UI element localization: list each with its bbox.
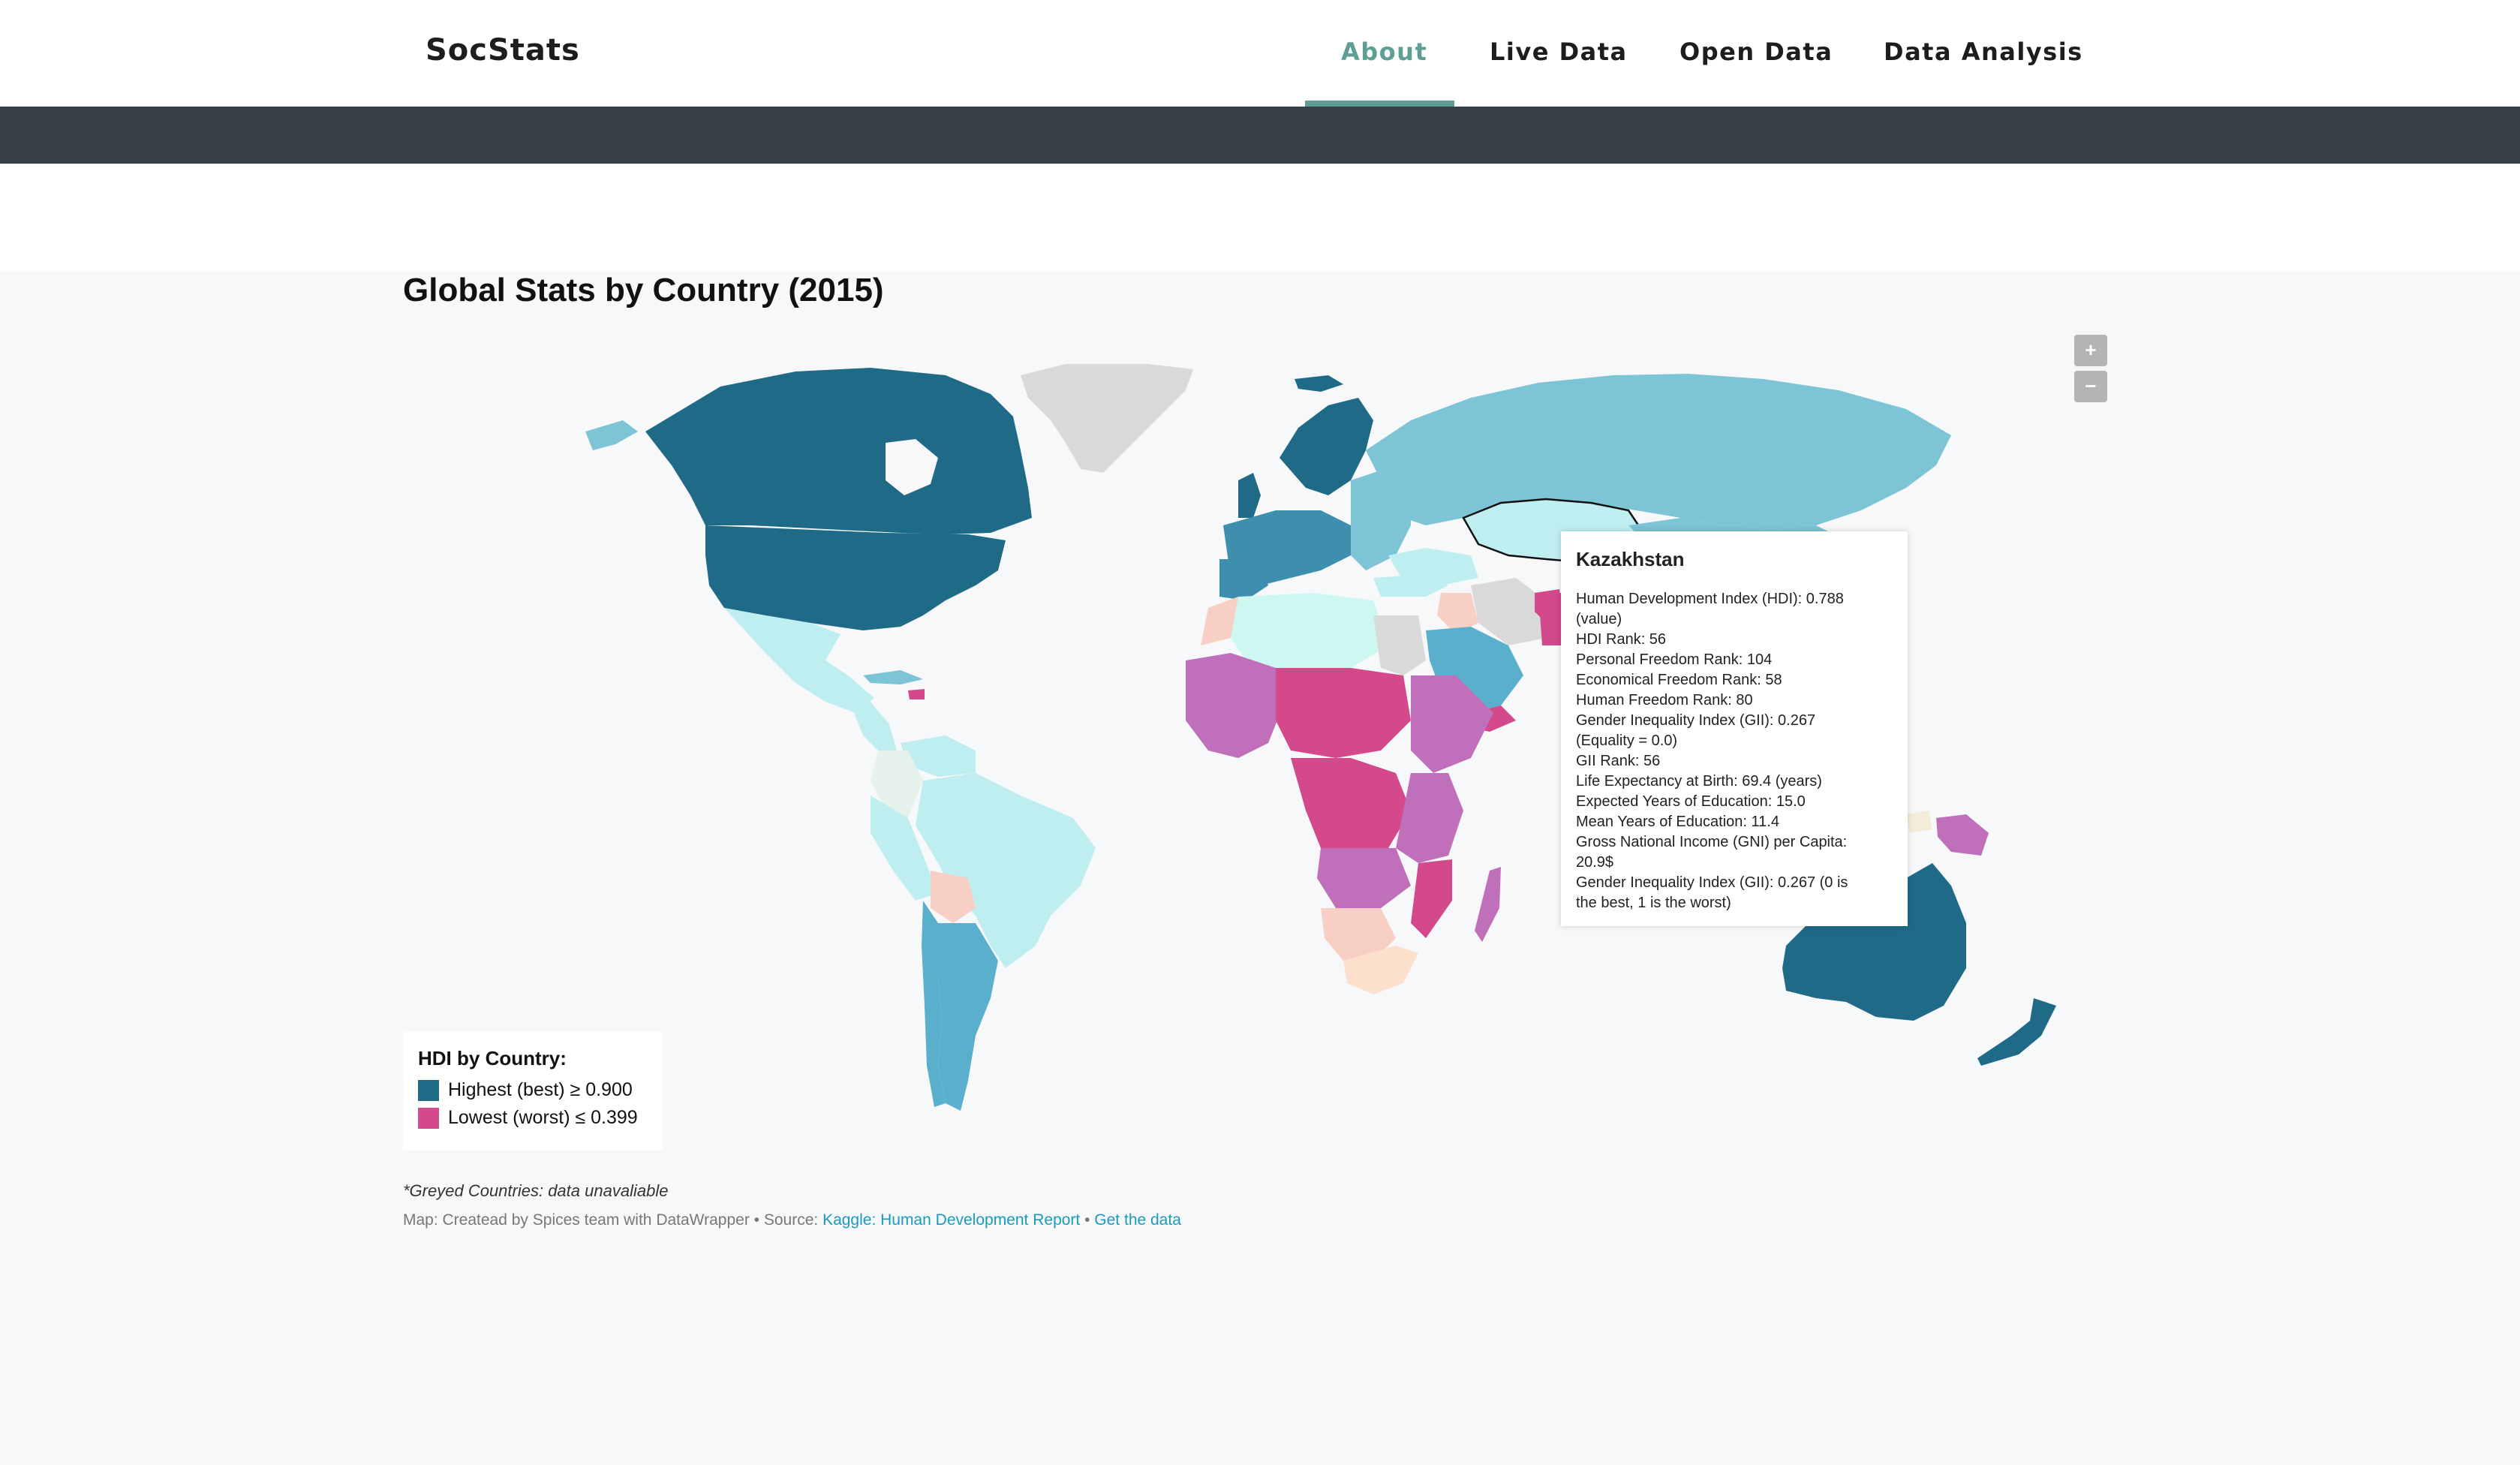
hudson-bay: [886, 439, 938, 495]
tooltip-line-hdi-rank: HDI Rank: 56: [1576, 631, 1667, 648]
get-data-link[interactable]: Get the data: [1094, 1211, 1181, 1229]
country-india-region[interactable]: [1538, 593, 1561, 645]
tooltip-details: Human Development Index (HDI): 0.788 (va…: [1576, 589, 1893, 913]
tooltip-line-expected-education: Expected Years of Education: 15.0: [1576, 793, 1806, 810]
tooltip-line-gii-scale: Gender Inequality Index (GII): 0.267 (0 …: [1576, 874, 1848, 891]
legend-label-lowest: Lowest (worst) ≤ 0.399: [448, 1107, 638, 1128]
map-legend: HDI by Country: Highest (best) ≥ 0.900 L…: [403, 1032, 663, 1151]
tooltip-line-mean-education: Mean Years of Education: 11.4: [1576, 814, 1779, 830]
country-australia[interactable]: [1782, 863, 1966, 1021]
country-new-zealand[interactable]: [1977, 998, 2056, 1066]
country-iran[interactable]: [1471, 578, 1546, 645]
country-cuba[interactable]: [863, 670, 923, 684]
greyed-countries-note: *Greyed Countries: data unavaliable: [403, 1181, 669, 1200]
legend-label-highest: Highest (best) ≥ 0.900: [448, 1079, 633, 1100]
country-algeria-libya[interactable]: [1231, 593, 1388, 672]
tooltip-line-human-freedom: Human Freedom Rank: 80: [1576, 692, 1753, 708]
top-navbar: SocStats About Live Data Open Data Data …: [0, 0, 2520, 107]
tooltip-line-economic-freedom: Economical Freedom Rank: 58: [1576, 672, 1782, 688]
country-peru[interactable]: [871, 796, 938, 901]
country-angola-zambia[interactable]: [1317, 848, 1411, 908]
tooltip-line-gii: Gender Inequality Index (GII): 0.267: [1576, 712, 1816, 729]
legend-item-lowest: Lowest (worst) ≤ 0.399: [418, 1107, 648, 1129]
legend-swatch-highest: [418, 1079, 439, 1101]
country-central-africa[interactable]: [1291, 758, 1411, 863]
country-namibia-botswana[interactable]: [1321, 908, 1396, 961]
country-west-africa[interactable]: [1186, 653, 1283, 758]
nav-link-about[interactable]: About: [1341, 38, 1428, 66]
country-russia[interactable]: [1366, 374, 1951, 529]
header-band: [0, 107, 2520, 164]
nav-link-live-data[interactable]: Live Data: [1490, 38, 1628, 66]
country-timor[interactable]: [1906, 811, 1932, 833]
tooltip-country-name: Kazakhstan: [1576, 548, 1685, 570]
country-argentina[interactable]: [938, 923, 998, 1111]
country-venezuela[interactable]: [901, 736, 976, 777]
tooltip-line-gii-equality: (Equality = 0.0): [1576, 732, 1678, 749]
map-title: Global Stats by Country (2015): [403, 272, 884, 308]
country-mozambique[interactable]: [1411, 859, 1452, 938]
legend-title: HDI by Country:: [418, 1047, 567, 1069]
nav-link-open-data[interactable]: Open Data: [1679, 38, 1833, 66]
tooltip-line-gii-scale-2: the best, 1 is the worst): [1576, 895, 1731, 911]
country-egypt[interactable]: [1373, 615, 1426, 675]
active-tab-underline: [1305, 101, 1454, 107]
country-central-america[interactable]: [848, 698, 897, 758]
country-south-africa[interactable]: [1343, 946, 1418, 994]
credit-prefix: Map: Createad by Spices team with DataWr…: [403, 1211, 823, 1229]
country-iraq[interactable]: [1437, 593, 1478, 634]
country-tooltip: Kazakhstan Human Development Index (HDI)…: [1561, 531, 1908, 926]
country-east-africa[interactable]: [1396, 773, 1463, 863]
brand-logo[interactable]: SocStats: [426, 33, 580, 68]
legend-item-highest: Highest (best) ≥ 0.900: [418, 1079, 648, 1101]
country-alaska: [585, 420, 638, 450]
country-papua-new-guinea[interactable]: [1936, 814, 1989, 856]
tooltip-line-gni-value: 20.9$: [1576, 854, 1614, 871]
country-chile[interactable]: [922, 901, 946, 1107]
tooltip-line-gni: Gross National Income (GNI) per Capita:: [1576, 834, 1848, 850]
country-scandinavia[interactable]: [1280, 398, 1373, 495]
zoom-out-button[interactable]: −: [2074, 371, 2107, 402]
tooltip-line-personal-freedom: Personal Freedom Rank: 104: [1576, 651, 1773, 668]
country-usa[interactable]: [705, 525, 1006, 630]
tooltip-line-gii-rank: GII Rank: 56: [1576, 753, 1661, 769]
credit-separator: •: [1080, 1211, 1095, 1229]
country-colombia[interactable]: [871, 751, 923, 818]
map-section: [0, 272, 2520, 1465]
map-credit: Map: Createad by Spices team with DataWr…: [403, 1211, 1181, 1229]
nav-link-data-analysis[interactable]: Data Analysis: [1884, 38, 2083, 66]
country-mexico[interactable]: [724, 608, 874, 713]
nav-links: About Live Data Open Data Data Analysis: [0, 0, 2520, 107]
tooltip-line-life-expectancy: Life Expectancy at Birth: 69.4 (years): [1576, 773, 1822, 790]
country-uk[interactable]: [1238, 473, 1261, 518]
source-link[interactable]: Kaggle: Human Development Report: [822, 1211, 1081, 1229]
country-greenland[interactable]: [1021, 364, 1193, 473]
country-ethiopia-horn[interactable]: [1411, 675, 1493, 773]
country-iceland[interactable]: [1295, 375, 1343, 392]
country-haiti[interactable]: [908, 689, 925, 699]
country-madagascar[interactable]: [1475, 867, 1501, 942]
legend-swatch-lowest: [418, 1107, 439, 1129]
country-turkey[interactable]: [1373, 574, 1448, 597]
country-sahel[interactable]: [1276, 668, 1411, 758]
zoom-in-button[interactable]: +: [2074, 335, 2107, 366]
country-bolivia[interactable]: [931, 871, 976, 923]
country-brazil[interactable]: [916, 773, 1096, 968]
country-iberia[interactable]: [1219, 559, 1268, 600]
tooltip-line-hdi-unit: (value): [1576, 611, 1622, 627]
tooltip-line-hdi: Human Development Index (HDI): 0.788: [1576, 591, 1844, 607]
country-canada[interactable]: [645, 368, 1032, 534]
